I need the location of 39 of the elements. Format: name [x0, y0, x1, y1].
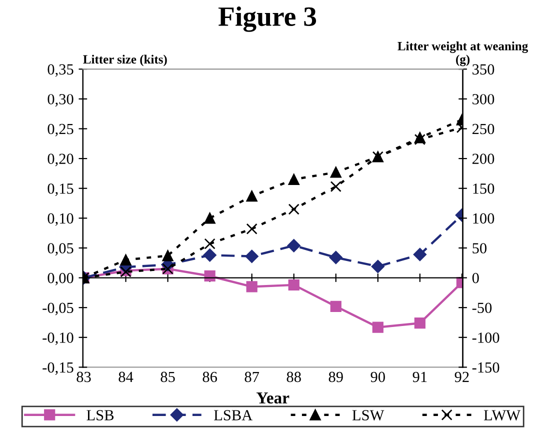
y2-tick-label: 350 [472, 64, 494, 75]
x-tick-label: 88 [286, 372, 301, 382]
y2-tick-label: -100 [472, 332, 500, 343]
y-tick-label: 0,15 [48, 183, 74, 196]
y2-tick-label: 100 [473, 213, 494, 224]
x-tick-label: 83 [76, 372, 91, 382]
legend-label: LWW [484, 410, 521, 420]
y2-tick-label: -50 [472, 302, 492, 314]
y-axis-title: Litter size (kits) [83, 54, 167, 66]
y-tick-label: 0,35 [48, 64, 74, 77]
legend-label: LSB [86, 410, 114, 420]
x-tick-label: 91 [412, 372, 427, 382]
chart-title: Figure 3 [218, 6, 316, 32]
x-tick-label: 85 [160, 372, 175, 382]
y-tick-label: -0,10 [42, 332, 74, 346]
y2-tick-label: 50 [472, 243, 486, 254]
y-tick-label: -0,15 [42, 362, 74, 375]
y2-tick-label: 200 [472, 154, 494, 164]
y-tick-label: 0,00 [48, 272, 74, 286]
x-tick-label: 89 [328, 372, 343, 382]
y-tick-label: 0,25 [48, 124, 74, 136]
x-tick-label: 86 [202, 372, 218, 382]
y2-tick-label: -150 [472, 362, 500, 373]
y-tick-label: 0,05 [48, 243, 74, 256]
x-tick-label: 92 [454, 372, 469, 382]
x-tick-label: 84 [118, 372, 134, 382]
y-tick-label: 0,30 [48, 94, 74, 107]
x-axis-title: Year [256, 392, 290, 404]
y2-tick-label: 150 [473, 183, 494, 194]
y-tick-label: 0,20 [48, 154, 74, 166]
x-tick-label: 87 [244, 372, 260, 382]
y2-tick-label: 0 [472, 272, 479, 284]
x-tick-label: 90 [370, 372, 385, 382]
legend-label: LSBA [214, 410, 253, 420]
y2-tick-label: 300 [472, 94, 494, 104]
y-tick-label: 0,10 [48, 213, 74, 226]
y2-tick-label: 250 [472, 124, 494, 134]
legend-label: LSW [352, 410, 384, 420]
y-tick-label: -0,05 [42, 302, 74, 316]
